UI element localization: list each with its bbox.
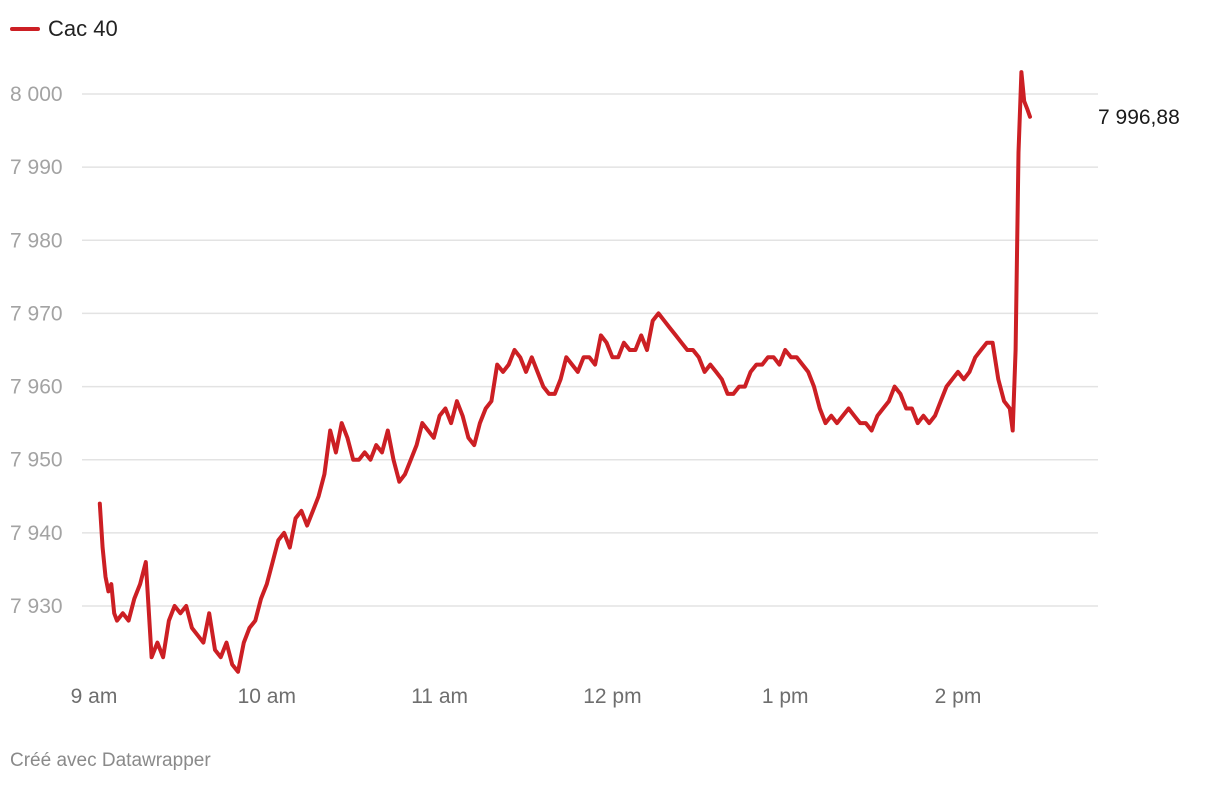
series-layer xyxy=(97,70,1032,674)
x-tick-label: 12 pm xyxy=(583,685,641,708)
end-value-label: 7 996,88 xyxy=(1098,106,1180,129)
x-tick-label: 11 am xyxy=(411,685,468,708)
legend-label: Cac 40 xyxy=(48,16,118,41)
y-tick-label: 7 960 xyxy=(10,376,63,399)
source-credit: Créé avec Datawrapper xyxy=(10,750,211,771)
y-tick-label: 7 970 xyxy=(10,302,63,325)
legend-swatch xyxy=(10,27,40,31)
y-tick-label: 7 990 xyxy=(10,156,63,179)
x-tick-label: 9 am xyxy=(71,685,118,708)
end-label-layer: 7 996,88 xyxy=(1098,106,1180,129)
x-axis-ticks: 9 am 10 am 11 am 12 pm 1 pm 2 pm xyxy=(71,685,982,708)
legend: Cac 40 xyxy=(10,16,118,42)
y-tick-label: 8 000 xyxy=(10,83,63,106)
y-tick-label: 7 950 xyxy=(10,449,63,472)
y-axis-ticks: 8 000 7 990 7 980 7 970 7 960 7 950 7 940 7 930 xyxy=(10,83,63,618)
grid-lines xyxy=(82,93,1098,607)
x-tick-label: 10 am xyxy=(238,685,296,708)
series-line-cac-40 xyxy=(97,70,1032,674)
x-tick-label: 1 pm xyxy=(762,685,809,708)
y-tick-label: 7 940 xyxy=(10,522,63,545)
x-tick-label: 2 pm xyxy=(935,685,982,708)
y-tick-label: 7 930 xyxy=(10,595,63,618)
y-tick-label: 7 980 xyxy=(10,229,63,252)
